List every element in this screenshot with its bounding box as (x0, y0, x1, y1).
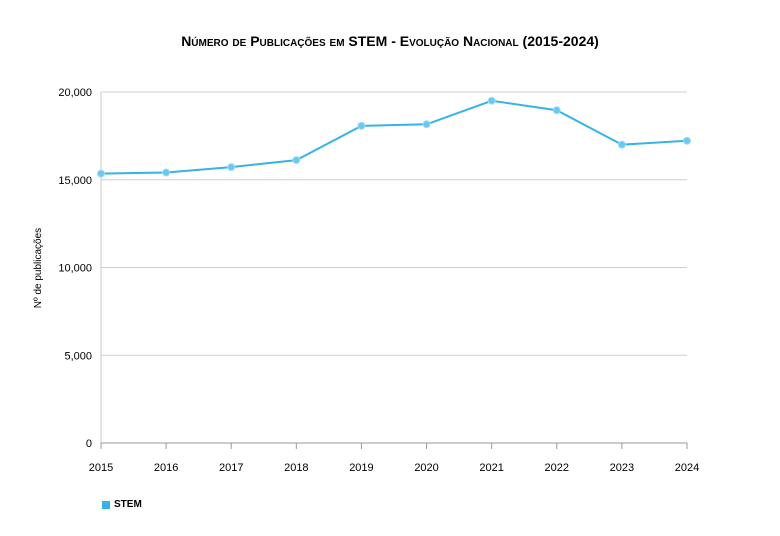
x-tick-label: 2023 (610, 462, 634, 474)
data-point (227, 163, 236, 172)
legend[interactable]: STEM (102, 499, 142, 510)
y-tick-label: 10,000 (58, 263, 92, 275)
data-point (683, 136, 691, 145)
x-tick-label: 2019 (349, 462, 373, 474)
x-tick-label: 2024 (675, 462, 699, 474)
legend-swatch-stem (102, 500, 110, 509)
y-axis-label: Nº de publicações (33, 228, 44, 308)
data-point (422, 120, 431, 129)
x-tick-label: 2020 (414, 462, 438, 474)
chart-title: Número de Publicações em STEM - Evolução… (181, 33, 599, 49)
y-tick-label: 15,000 (58, 175, 92, 187)
y-tick-label: 20,000 (58, 87, 92, 99)
x-tick-label: 2022 (545, 462, 569, 474)
x-tick-label: 2017 (219, 462, 243, 474)
x-tick-label: 2018 (284, 462, 308, 474)
data-point (552, 106, 561, 115)
data-point (617, 140, 626, 149)
x-tick-label: 2021 (479, 462, 503, 474)
x-tick-label: 2016 (154, 462, 178, 474)
y-tick-label: 0 (86, 438, 92, 450)
y-tick-label: 5,000 (64, 350, 92, 362)
legend-label-stem: STEM (114, 499, 142, 510)
data-point (487, 96, 496, 105)
x-tick-label: 2015 (89, 462, 113, 474)
data-point (97, 169, 105, 178)
series-line-stem (100, 99, 688, 175)
data-point (292, 156, 301, 165)
data-point (357, 121, 366, 130)
data-point (162, 168, 171, 177)
